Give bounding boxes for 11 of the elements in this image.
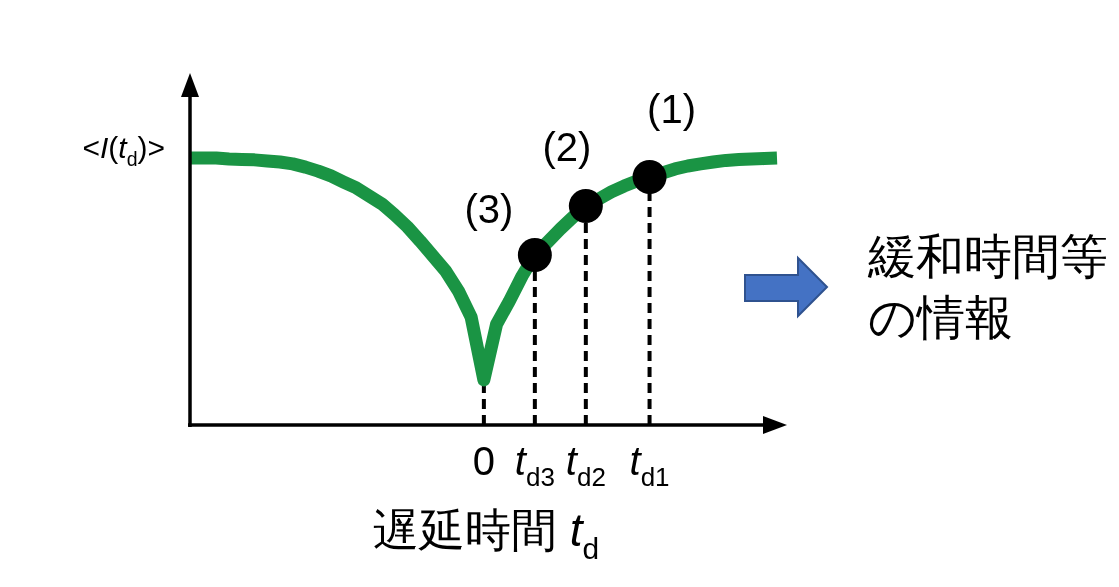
x-axis-title: 遅延時間 t$_{d}$ [372, 504, 600, 565]
annotation: (2) [542, 125, 592, 170]
x-tick-label: 0 [472, 439, 495, 483]
y-axis-title: <I(t$_{d}$)> [82, 131, 165, 171]
x-tick-label: t$_{d3}$ [514, 439, 555, 493]
annotation: の情報 [868, 291, 1013, 344]
x-tick-label: t$_{d2}$ [565, 439, 606, 493]
annotation: 緩和時間等 [868, 230, 1108, 283]
annotation: (1) [647, 86, 696, 131]
annotation: (3) [464, 186, 514, 231]
x-tick-label: t$_{d1}$ [629, 439, 670, 493]
